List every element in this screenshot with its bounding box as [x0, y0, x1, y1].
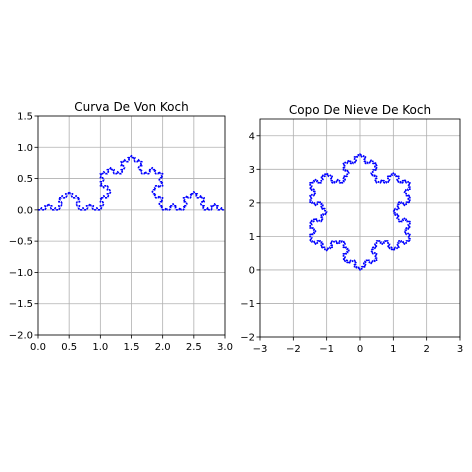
- x-tick-label: 2.5: [186, 342, 202, 353]
- chart-title: Curva De Von Koch: [74, 100, 188, 114]
- y-tick-label: 0.5: [17, 174, 33, 185]
- y-tick-label: −2: [240, 333, 255, 344]
- y-tick-label: −1: [240, 299, 255, 310]
- y-tick-label: 1.5: [17, 112, 33, 123]
- y-tick-label: −2.0: [9, 331, 33, 342]
- y-tick-label: 4: [249, 131, 255, 142]
- x-tick-label: −1: [319, 344, 334, 355]
- x-tick-label: 3: [457, 344, 463, 355]
- x-tick-label: 2: [423, 344, 429, 355]
- y-tick-label: 2: [249, 198, 255, 209]
- x-tick-label: 1.5: [124, 342, 140, 353]
- y-tick-label: −0.5: [9, 237, 33, 248]
- x-tick-label: 2.0: [155, 342, 171, 353]
- y-tick-label: 1.0: [17, 143, 33, 154]
- x-tick-label: 1: [390, 344, 396, 355]
- y-tick-label: −1.5: [9, 299, 33, 310]
- koch-snowflake-chart: Copo De Nieve De Koch −3 −2 −1 0 1 2 3−2−10123…: [240, 103, 463, 355]
- koch-curve-series: [38, 154, 225, 211]
- x-tick-label: 0.5: [61, 342, 77, 353]
- y-tick-label: −1.0: [9, 268, 33, 279]
- y-tick-label: 1: [249, 232, 255, 243]
- koch-curve-series: [309, 153, 361, 242]
- x-tick-label: −3: [253, 344, 268, 355]
- x-tick-label: 0.0: [30, 342, 46, 353]
- x-tick-label: 3.0: [217, 342, 233, 353]
- koch-curve-series: [359, 153, 411, 242]
- y-tick-label: 0.0: [17, 205, 33, 216]
- x-tick-label: 1.0: [92, 342, 108, 353]
- y-tick-label: 3: [249, 165, 255, 176]
- x-tick-label: 0: [357, 344, 363, 355]
- von-koch-curve-chart: Curva De Von Koch 0.0 0.5 1.0 1.5 2.0 2.5 3.0 −…: [9, 100, 233, 353]
- koch-curve-series: [310, 240, 410, 271]
- y-tick-label: 0: [249, 265, 255, 276]
- x-tick-label: −2: [286, 344, 301, 355]
- chart-title: Copo De Nieve De Koch: [289, 103, 431, 117]
